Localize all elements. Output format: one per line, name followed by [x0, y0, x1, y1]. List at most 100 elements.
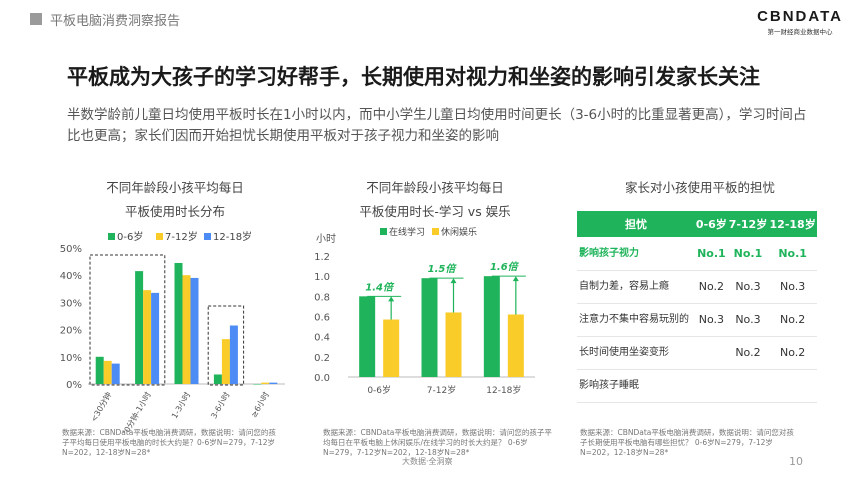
- y-axis-label: 小时: [316, 233, 336, 245]
- bar: [182, 275, 191, 384]
- table-row: 自制力差，容易上瘾 No.2 No.3 No.3: [577, 270, 817, 304]
- x-tick-label: <30分钟: [88, 390, 113, 423]
- legend-label: 0-6岁: [117, 230, 143, 243]
- y-tick-label: 0.2: [314, 353, 330, 364]
- table-row: 影响孩子睡眠: [577, 369, 817, 403]
- table-cell: No.3: [727, 303, 769, 337]
- table-cell: [695, 336, 728, 370]
- table-cell: No.1: [695, 237, 728, 271]
- table-cell: No.1: [768, 237, 817, 271]
- bar: [103, 360, 112, 384]
- table-row-label: 长时间使用坐姿变形: [577, 336, 696, 370]
- legend-swatch: [432, 228, 439, 235]
- header-square-icon: [30, 13, 42, 25]
- y-tick-label: 40%: [60, 271, 82, 282]
- x-tick-label: 30分钟-1小时: [119, 390, 153, 432]
- table-row-label: 影响孩子视力: [577, 237, 696, 271]
- chart1-svg: 0% 10% 20% 30% 40% 50% <30分钟 30分钟-1小时 1-3小时 3-6小时…: [60, 230, 285, 432]
- bar: [483, 276, 500, 377]
- table-row-label: 影响孩子睡眠: [577, 369, 696, 403]
- x-tick-label: 0-6岁: [367, 384, 391, 396]
- bar: [261, 382, 270, 384]
- chart2-title-line2: 平板使用时长-学习 vs 娱乐: [359, 204, 511, 219]
- source-note-2: 数据来源：CBNData平板电脑消费调研，数据说明：请问您的孩子平均每日在平板电…: [323, 428, 552, 457]
- x-tick-label: 7-12岁: [427, 384, 456, 396]
- bar: [359, 296, 376, 377]
- ratio-label: 1.5倍: [428, 263, 458, 275]
- y-tick-label: 0.8: [314, 292, 330, 303]
- chart1-title: 不同年龄段小孩平均每日 平板使用时长分布: [75, 178, 275, 222]
- arrow-head: [388, 296, 395, 302]
- chart1-title-line2: 平板使用时长分布: [124, 204, 225, 219]
- table-cell: No.2: [695, 270, 728, 304]
- table-cell: [727, 369, 769, 403]
- table-cell: No.3: [695, 303, 728, 337]
- source-note-3: 数据来源：CBNData平板电脑消费调研，数据说明：请问您对孩子长期使用平板电脑…: [580, 428, 794, 457]
- table-cell: No.3: [727, 270, 769, 304]
- bar: [269, 382, 278, 384]
- table-cell: No.2: [727, 336, 769, 370]
- legend-label: 在线学习: [389, 226, 425, 238]
- table-header-row: 担忧 0-6岁 7-12岁 12-18岁: [577, 211, 817, 237]
- page-number: 10: [789, 455, 803, 468]
- chart1-title-line1: 不同年龄段小孩平均每日: [106, 180, 244, 195]
- y-tick-label: 0.0: [314, 373, 330, 384]
- table-header-cell: 12-18岁: [768, 211, 817, 237]
- bar: [190, 277, 199, 384]
- table-cell: [768, 369, 817, 403]
- bar: [253, 384, 262, 385]
- table-row: 长时间使用坐姿变形 No.2 No.2: [577, 336, 817, 370]
- legend-label: 休闲娱乐: [441, 226, 477, 238]
- bar: [95, 356, 104, 384]
- table-cell: No.2: [768, 303, 817, 337]
- table-row: 注意力不集中容易玩别的 No.3 No.3 No.2: [577, 303, 817, 337]
- table-header-cell: 7-12岁: [727, 211, 769, 237]
- page-title: 平板成为大孩子的学习好帮手，长期使用对视力和坐姿的影响引发家长关注: [67, 65, 760, 89]
- bar: [143, 290, 152, 384]
- x-tick-label: 12-18岁: [486, 384, 521, 396]
- bar: [383, 319, 400, 377]
- y-tick-label: 20%: [60, 326, 82, 337]
- bar: [221, 339, 230, 384]
- table-row-label: 自制力差，容易上瘾: [577, 270, 696, 304]
- footer-text: 大数据·全洞察: [402, 457, 453, 466]
- legend-swatch: [156, 233, 163, 240]
- x-tick-label: 1-3小时: [169, 390, 192, 420]
- legend-label: 12-18岁: [213, 230, 252, 243]
- chart2-title: 不同年龄段小孩平均每日 平板使用时长-学习 vs 娱乐: [320, 178, 550, 222]
- bar: [135, 271, 144, 384]
- ratio-label: 1.6倍: [490, 261, 520, 273]
- table-cell: No.2: [768, 336, 817, 370]
- chart3-title: 家长对小孩使用平板的担忧: [624, 180, 775, 195]
- table-cell: No.3: [768, 270, 817, 304]
- table-row-label: 注意力不集中容易玩别的: [577, 303, 696, 337]
- legend-swatch: [204, 233, 211, 240]
- highlight-box: [207, 305, 245, 386]
- ratio-label: 1.4倍: [365, 281, 395, 293]
- bar: [174, 262, 183, 384]
- bar: [445, 312, 462, 377]
- y-tick-label: 1.2: [314, 252, 330, 263]
- x-tick-label: ≥6小时: [248, 390, 271, 419]
- page-subtitle: 半数学龄前儿童日均使用平板时长在1小时以内，而中小学生儿童日均使用时间更长（3-…: [67, 107, 807, 144]
- chart2-title-line1: 不同年龄段小孩平均每日: [366, 180, 504, 195]
- logo-subtext: 第一财经商业数据中心: [767, 28, 833, 36]
- table-header-cell: 担忧: [577, 211, 696, 237]
- table-cell: No.1: [727, 237, 769, 271]
- arrow-head: [450, 278, 457, 284]
- legend-swatch: [380, 228, 387, 235]
- y-tick-label: 0.6: [314, 313, 330, 324]
- bar: [229, 325, 238, 384]
- table-header-cell: 0-6岁: [695, 211, 728, 237]
- table-cell: [695, 369, 728, 403]
- chart2-svg: 0.0 0.2 0.4 0.6 0.8 1.0 1.2 小时 1.4倍 0-6岁 1.5倍 7-12岁…: [314, 226, 535, 396]
- y-tick-label: 50%: [60, 244, 82, 255]
- y-tick-label: 10%: [60, 353, 82, 364]
- bar: [151, 292, 160, 384]
- concern-table: 担忧 0-6岁 7-12岁 12-18岁 影响孩子视力 No.1 No.1 No…: [577, 211, 817, 403]
- logo-text: CBNDATA: [757, 8, 843, 25]
- legend-label: 7-12岁: [165, 230, 198, 243]
- highlight-box: [89, 254, 166, 386]
- arrow-head: [512, 276, 519, 282]
- y-tick-label: 1.0: [314, 272, 330, 283]
